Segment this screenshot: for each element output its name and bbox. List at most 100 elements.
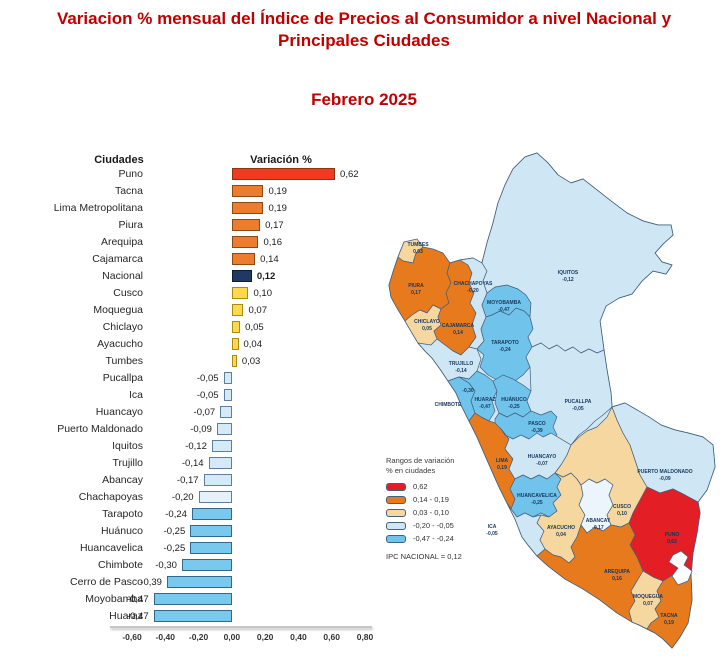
legend-swatch-orange <box>386 495 406 504</box>
legend-items: 0,62 0,14 - 0,19 0,03 - 0,10 -0,20 - -0,05 -… <box>386 480 486 545</box>
bar-rect <box>231 270 252 282</box>
legend-item: 0,14 - 0,19 <box>386 493 486 506</box>
bar-rect <box>231 185 264 197</box>
lake-titicaca <box>668 550 693 586</box>
bar-value-label: -0,09 <box>190 424 212 435</box>
bar-rect <box>191 508 232 520</box>
bar-rect <box>153 593 232 605</box>
bar-value-label: 0,16 <box>263 237 282 248</box>
legend-range-label: 0,62 <box>413 482 428 491</box>
x-tick-label: 0,00 <box>223 632 241 642</box>
bar-rect <box>220 406 232 418</box>
map-region-name-tacna: TACNA <box>660 613 678 619</box>
bar-row: Trujillo -0,14 <box>25 455 377 472</box>
legend-range-label: -0,47 - -0,24 <box>413 534 454 543</box>
city-label: Moyobamba <box>85 593 143 605</box>
bar-row: Moyobamba -0,47 <box>25 591 377 608</box>
map-region-value-cusco: 0,10 <box>617 511 627 517</box>
map-region-name-ayacucho: AYACUCHO <box>547 525 575 531</box>
map-region-name-chiclayo: CHICLAYO <box>414 319 440 325</box>
bar-value-label: 0,10 <box>253 288 273 299</box>
bar-value-label: -0,05 <box>196 373 219 384</box>
map-region-value-pm: -0,09 <box>659 476 671 482</box>
map-region-name-pucallpa: PUCALLPA <box>565 399 592 405</box>
map-region-value-chiclayo: 0,05 <box>422 326 432 332</box>
city-label: Huancayo <box>95 406 143 418</box>
city-label: Trujillo <box>112 457 143 469</box>
bar-rect <box>223 389 232 401</box>
bar-row: Ayacucho 0,04 <box>25 336 377 353</box>
map-region-value-huaraz: -0,47 <box>479 404 491 410</box>
map-region-value-tumbes: 0,03 <box>413 249 423 255</box>
bar-row: Huancayo -0,07 <box>25 404 377 421</box>
map-region-value-huanuco: -0,25 <box>508 404 520 410</box>
city-label: Huancavelica <box>79 542 143 554</box>
city-label: Huaraz <box>109 610 143 622</box>
bar-rect <box>231 321 241 333</box>
map-region-name-ica: ICA <box>488 524 497 530</box>
legend-range-label: 0,03 - 0,10 <box>413 508 449 517</box>
bar-row: Chimbote -0,30 <box>25 557 377 574</box>
city-label: Piura <box>118 219 143 231</box>
city-label: Chachapoyas <box>78 491 143 503</box>
bar-rect <box>166 576 232 588</box>
column-header-cities: Ciudades <box>94 154 144 166</box>
bar-value-label: 0,07 <box>248 305 268 316</box>
map-region-name-cajamarca: CAJAMARCA <box>442 323 475 329</box>
map-region-name-pasco: PASCO <box>528 421 546 427</box>
bar-value-label: -0,17 <box>176 475 199 486</box>
bar-rows: Puno 0,62 Tacna 0,19 Lima Metropolitana 0,19 P… <box>25 166 377 625</box>
bar-rect <box>231 355 237 367</box>
bar-rect <box>231 236 259 248</box>
map-region-value-trujillo: -0,14 <box>455 368 467 374</box>
map-region-name-puno: PUNO <box>665 532 680 538</box>
bar-value-label: -0,30 <box>155 560 177 571</box>
map-region-value-tarapoto: -0,24 <box>499 347 511 353</box>
map-region-value-chimbote: -0,30 <box>462 388 474 394</box>
map-region-name-huanuco: HUÁNUCO <box>501 396 527 403</box>
x-tick-label: 0,80 <box>356 632 374 642</box>
city-label: Abancay <box>102 474 143 486</box>
city-label: Lima Metropolitana <box>53 202 143 214</box>
map-region-name-huancayo: HUANCAYO <box>528 454 557 460</box>
legend-item: 0,03 - 0,10 <box>386 506 486 519</box>
bar-row: Huánuco -0,25 <box>25 523 377 540</box>
map-region-value-cajamarca: 0,14 <box>453 330 463 336</box>
x-tick-label: -0,20 <box>188 632 209 642</box>
bar-value-label: 0,19 <box>268 203 287 214</box>
bar-row: Arequipa 0,16 <box>25 234 377 251</box>
city-label: Huánuco <box>100 525 143 537</box>
bar-chart: Ciudades Variación % Puno 0,62 Tacna 0,19 Li… <box>25 148 377 663</box>
map-region-value-moyobamba: -0,47 <box>498 307 510 313</box>
map-region-name-huancavelica: HUANCAVELICA <box>517 493 557 499</box>
bar-row: Abancay -0,17 <box>25 472 377 489</box>
bar-rect <box>231 338 239 350</box>
city-label: Chiclayo <box>102 321 143 333</box>
legend-range-label: 0,14 - 0,19 <box>413 495 449 504</box>
map-region-name-arequipa: AREQUIPA <box>604 569 630 575</box>
bar-row: Tacna 0,19 <box>25 183 377 200</box>
city-label: Pucallpa <box>102 372 143 384</box>
city-label: Cusco <box>113 287 143 299</box>
column-header-variation: Variación % <box>250 154 312 166</box>
map-region-arequipa <box>536 522 644 623</box>
city-label: Arequipa <box>100 236 143 248</box>
city-label: Ayacucho <box>97 338 143 350</box>
bar-rect <box>231 253 256 265</box>
bar-rect <box>231 202 264 214</box>
bar-row: Cerro de Pasco -0,39 <box>25 574 377 591</box>
map-region-name-tarapoto: TARAPOTO <box>491 340 519 346</box>
bar-rect <box>198 491 232 503</box>
city-label: Ica <box>128 389 143 401</box>
bar-rect <box>203 474 232 486</box>
city-label: Chimbote <box>98 559 143 571</box>
bar-rect <box>216 423 232 435</box>
map-region-value-abancay: -0,17 <box>592 525 604 531</box>
map-region-value-iquitos: -0,12 <box>562 277 574 283</box>
map-region-value-chachapoyas: -0,20 <box>467 288 479 294</box>
title-line-2: Principales Ciudades <box>278 31 450 50</box>
legend-swatch-sky <box>386 534 406 543</box>
bar-row: Chiclayo 0,05 <box>25 319 377 336</box>
bar-rect <box>223 372 232 384</box>
x-tick-label: 0,60 <box>323 632 340 642</box>
